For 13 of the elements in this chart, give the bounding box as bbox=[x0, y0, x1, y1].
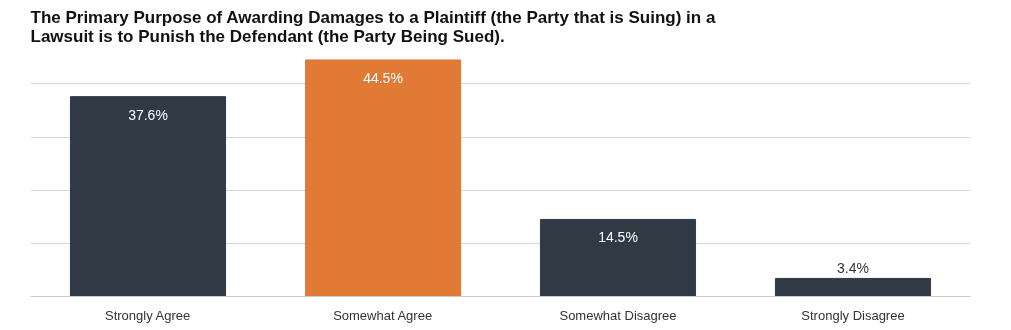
x-tick-label: Somewhat Agree bbox=[333, 307, 433, 323]
data-label: 37.6% bbox=[128, 106, 168, 123]
bar bbox=[304, 59, 462, 297]
x-tick-label: Strongly Agree bbox=[105, 307, 191, 323]
bar bbox=[69, 96, 227, 297]
bar bbox=[539, 218, 697, 297]
bar bbox=[774, 277, 932, 297]
data-label: 3.4% bbox=[837, 260, 869, 277]
data-label: 14.5% bbox=[598, 229, 638, 246]
chart-title: The Primary Purpose of Awarding Damages to a Plaintiff (the Party that is Suing) in a Lawsuit is to Punish the Defendant (the Party Being Sued). bbox=[30, 7, 716, 46]
data-label: 44.5% bbox=[363, 69, 403, 86]
x-tick-label: Somewhat Disagree bbox=[559, 307, 677, 323]
x-tick-label: Strongly Disagree bbox=[801, 307, 905, 323]
